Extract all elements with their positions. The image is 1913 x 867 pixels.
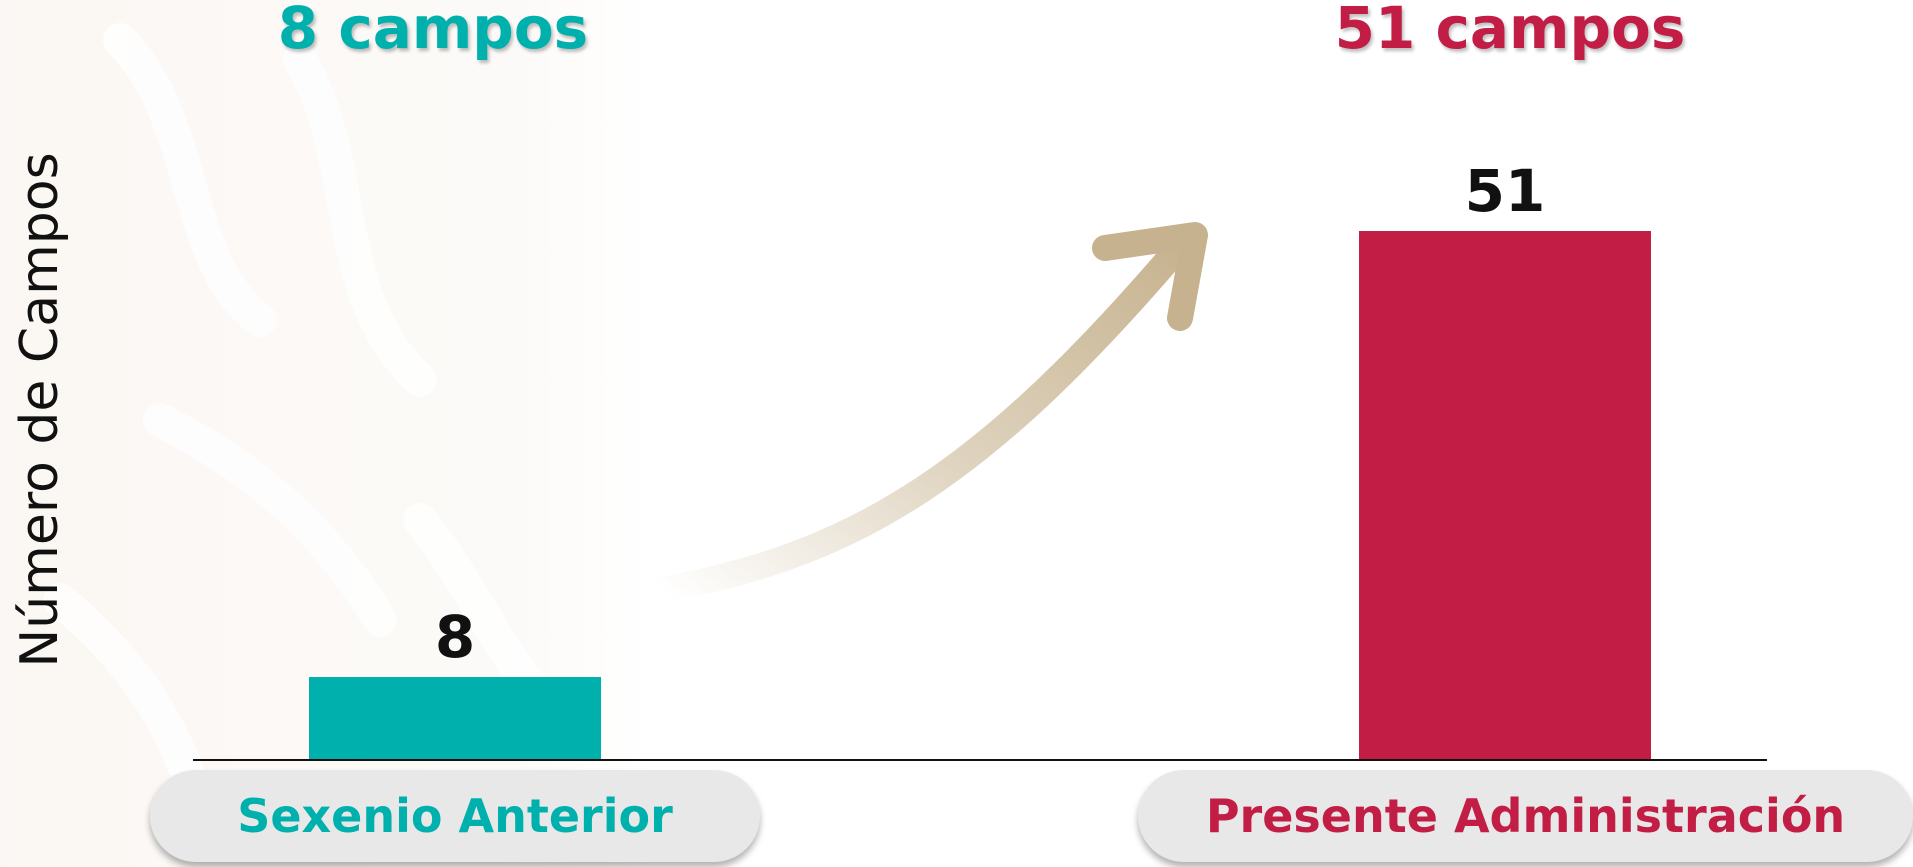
growth-arrow-head: [1092, 222, 1208, 331]
category-label-presente-administracion: Presente Administración: [1138, 770, 1913, 862]
bar-sexenio-anterior: [309, 677, 601, 760]
data-label-presente: 51: [1464, 157, 1546, 225]
category-label-sexenio-anterior: Sexenio Anterior: [150, 770, 760, 862]
header-label-presente: 51 campos: [1334, 0, 1686, 62]
growth-arrow: [647, 227, 1198, 603]
data-label-sexenio: 8: [434, 603, 476, 672]
header-label-sexenio: 8 campos: [277, 0, 589, 62]
bar-presente-administracion: [1359, 231, 1651, 760]
